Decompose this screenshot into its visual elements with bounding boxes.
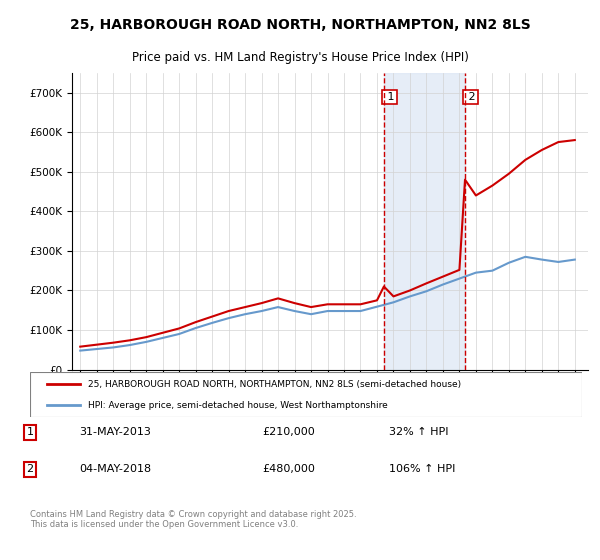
Text: £480,000: £480,000 bbox=[262, 464, 315, 474]
Text: 1: 1 bbox=[26, 427, 34, 437]
Text: 25, HARBOROUGH ROAD NORTH, NORTHAMPTON, NN2 8LS (semi-detached house): 25, HARBOROUGH ROAD NORTH, NORTHAMPTON, … bbox=[88, 380, 461, 389]
Text: 106% ↑ HPI: 106% ↑ HPI bbox=[389, 464, 455, 474]
Text: 1: 1 bbox=[384, 92, 394, 102]
Text: £210,000: £210,000 bbox=[262, 427, 314, 437]
Text: 2: 2 bbox=[465, 92, 476, 102]
Text: Price paid vs. HM Land Registry's House Price Index (HPI): Price paid vs. HM Land Registry's House … bbox=[131, 51, 469, 64]
Text: HPI: Average price, semi-detached house, West Northamptonshire: HPI: Average price, semi-detached house,… bbox=[88, 400, 388, 409]
Text: 31-MAY-2013: 31-MAY-2013 bbox=[80, 427, 152, 437]
Text: Contains HM Land Registry data © Crown copyright and database right 2025.
This d: Contains HM Land Registry data © Crown c… bbox=[30, 510, 356, 529]
FancyBboxPatch shape bbox=[30, 372, 582, 417]
Bar bbox=[384, 73, 465, 370]
Text: 2: 2 bbox=[26, 464, 34, 474]
Text: 25, HARBOROUGH ROAD NORTH, NORTHAMPTON, NN2 8LS: 25, HARBOROUGH ROAD NORTH, NORTHAMPTON, … bbox=[70, 18, 530, 32]
Text: 32% ↑ HPI: 32% ↑ HPI bbox=[389, 427, 448, 437]
Text: 04-MAY-2018: 04-MAY-2018 bbox=[80, 464, 152, 474]
